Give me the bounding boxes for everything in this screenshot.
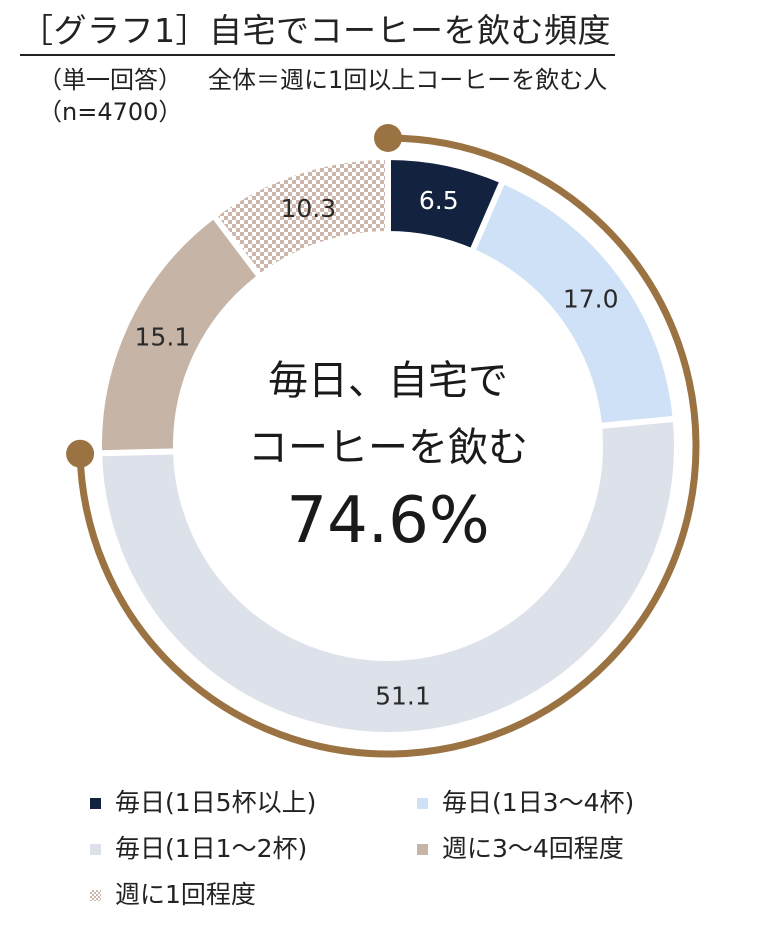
question-type: （単一回答） xyxy=(38,66,182,94)
chart-title: ［グラフ1］自宅でコーヒーを飲む頻度 xyxy=(20,8,615,56)
legend-swatch xyxy=(417,797,428,809)
legend-label: 週に1回程度 xyxy=(115,880,256,909)
legend-swatch xyxy=(417,843,428,855)
legend-swatch xyxy=(90,843,101,855)
donut-slice xyxy=(96,415,680,738)
highlight-arc-group xyxy=(66,124,700,758)
base-note: 全体＝週に1回以上コーヒーを飲む人 xyxy=(208,66,608,94)
slice-value-label: 17.0 xyxy=(563,284,619,313)
legend-item: 週に3〜4回程度 xyxy=(417,832,624,866)
center-label-line2: コーヒーを飲む xyxy=(248,425,528,471)
legend-swatch xyxy=(90,889,101,901)
legend-item: 毎日(1日3〜4杯) xyxy=(417,786,634,820)
donut-slice xyxy=(209,153,391,282)
legend-label: 毎日(1日3〜4杯) xyxy=(442,788,635,817)
legend-item: 毎日(1日1〜2杯) xyxy=(90,832,307,866)
legend-swatch xyxy=(90,797,101,809)
center-label-value: 74.6% xyxy=(286,484,489,558)
legend-label: 毎日(1日5杯以上) xyxy=(115,788,317,817)
slice-value-label: 10.3 xyxy=(281,194,337,223)
center-label-line1: 毎日、自宅で xyxy=(268,358,508,404)
legend-item: 毎日(1日5杯以上) xyxy=(90,786,316,820)
slice-labels: 6.5 17.0 51.1 15.1 10.3 xyxy=(135,186,619,710)
highlight-arc-end-dot xyxy=(66,439,95,468)
legend-item: 週に1回程度 xyxy=(90,878,256,912)
slice-value-label: 6.5 xyxy=(419,186,459,215)
sample-size: （n=4700） xyxy=(38,98,183,126)
slice-value-label: 51.1 xyxy=(375,682,431,711)
highlight-arc-start-dot xyxy=(374,124,402,152)
slice-value-label: 15.1 xyxy=(135,323,191,352)
chart-subtitle: （単一回答） 全体＝週に1回以上コーヒーを飲む人 xyxy=(38,64,607,96)
legend-label: 週に3〜4回程度 xyxy=(442,834,624,863)
donut-slices xyxy=(96,153,680,738)
center-label: 毎日、自宅で コーヒーを飲む 74.6% xyxy=(248,358,528,558)
highlight-arc xyxy=(76,134,700,758)
legend-label: 毎日(1日1〜2杯) xyxy=(115,834,308,863)
